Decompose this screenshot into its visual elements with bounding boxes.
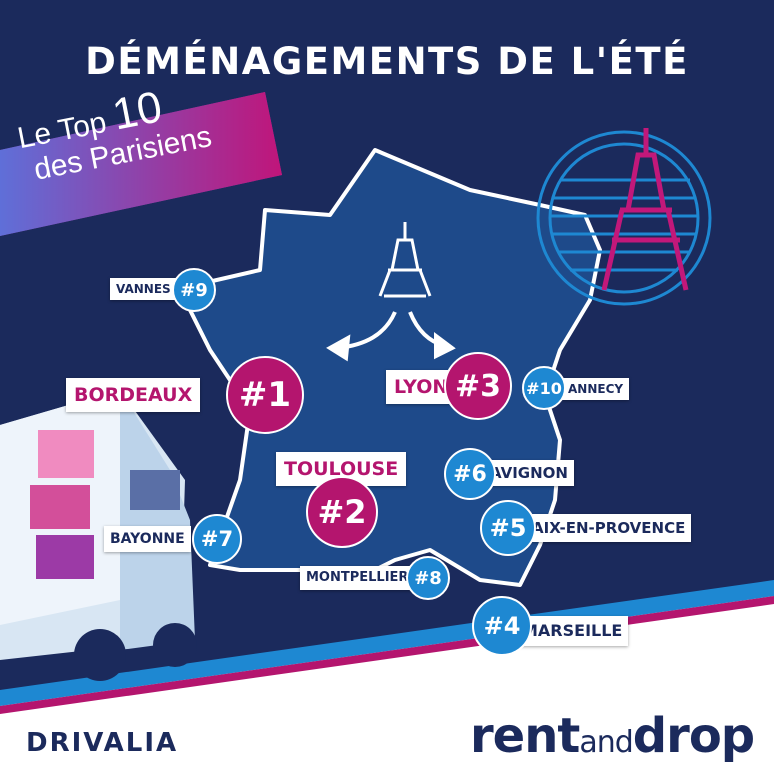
rank-badge-7: #7 [192,514,242,564]
footer-stripe [0,580,774,706]
rank-badge-5: #5 [480,500,536,556]
rank-badge-8: #8 [406,556,450,600]
rank-badge-9: #9 [172,268,216,312]
city-label-montpellier: MONTPELLIER [300,566,415,590]
rank-badge-10: #10 [522,366,566,410]
city-label-aix-en-provence: AIX-EN-PROVENCE [526,514,692,542]
drivalia-logo: DRIVALIA [26,728,179,758]
city-label-marseille: MARSEILLE [516,616,629,646]
arrow-right-icon [408,311,456,360]
rentanddrop-logo: rentanddrop [470,708,755,764]
logo-word-drop: drop [632,708,755,764]
city-label-annecy: ANNECY [562,378,630,400]
city-label-avignon: AVIGNON [484,460,574,486]
rank-badge-2: #2 [306,476,378,548]
city-label-toulouse: TOULOUSE [276,452,407,486]
eiffel-badge-icon [536,128,712,306]
rank-badge-3: #3 [444,352,512,420]
rank-badge-4: #4 [472,596,532,656]
arrow-left-icon [326,311,397,362]
logo-word-rent: rent [470,708,580,764]
eiffel-tower-icon [378,222,432,298]
page-title: DÉMÉNAGEMENTS DE L'ÉTÉ [85,40,689,83]
rank-badge-6: #6 [444,448,496,500]
truck-illustration [0,390,197,681]
city-label-bayonne: BAYONNE [104,526,191,552]
city-label-vannes: VANNES [110,278,177,300]
logo-word-and: and [579,725,633,760]
city-label-bordeaux: BORDEAUX [66,378,201,412]
rank-badge-1: #1 [226,356,304,434]
